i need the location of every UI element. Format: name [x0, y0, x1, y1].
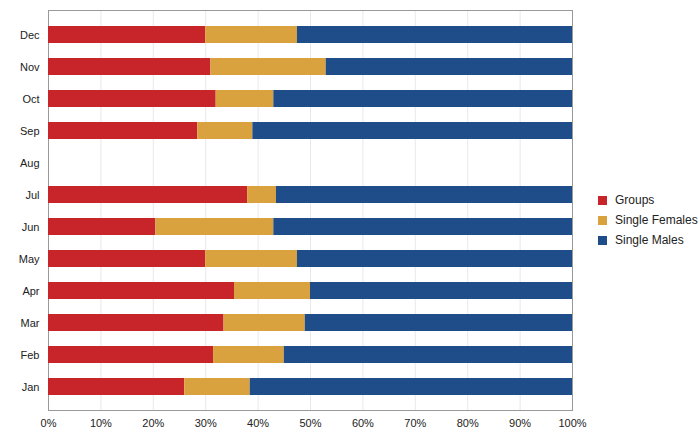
svg-text:0%: 0%: [41, 417, 57, 429]
svg-text:90%: 90%: [509, 417, 531, 429]
svg-text:Sep: Sep: [20, 125, 40, 137]
svg-text:50%: 50%: [299, 417, 321, 429]
svg-text:60%: 60%: [352, 417, 374, 429]
svg-text:May: May: [19, 253, 40, 265]
svg-text:20%: 20%: [142, 417, 164, 429]
svg-text:Dec: Dec: [20, 29, 40, 41]
html-text:Groups: Groups: [615, 193, 655, 207]
svg-text:Oct: Oct: [22, 93, 39, 105]
svg-text:70%: 70%: [404, 417, 426, 429]
svg-text:Feb: Feb: [21, 349, 40, 361]
svg-text:Aug: Aug: [20, 157, 40, 169]
html-text:Single Females: Single Females: [615, 213, 698, 227]
svg-text:Mar: Mar: [21, 317, 40, 329]
html-text:Single Males: Single Males: [615, 233, 684, 247]
svg-text:80%: 80%: [457, 417, 479, 429]
svg-text:Jan: Jan: [22, 381, 40, 393]
svg-text:Jul: Jul: [25, 189, 39, 201]
svg-text:10%: 10%: [90, 417, 112, 429]
svg-text:100%: 100%: [558, 417, 586, 429]
svg-text:Apr: Apr: [22, 285, 39, 297]
svg-text:Jun: Jun: [22, 221, 40, 233]
svg-text:Nov: Nov: [20, 61, 40, 73]
svg-text:40%: 40%: [247, 417, 269, 429]
svg-text:30%: 30%: [195, 417, 217, 429]
